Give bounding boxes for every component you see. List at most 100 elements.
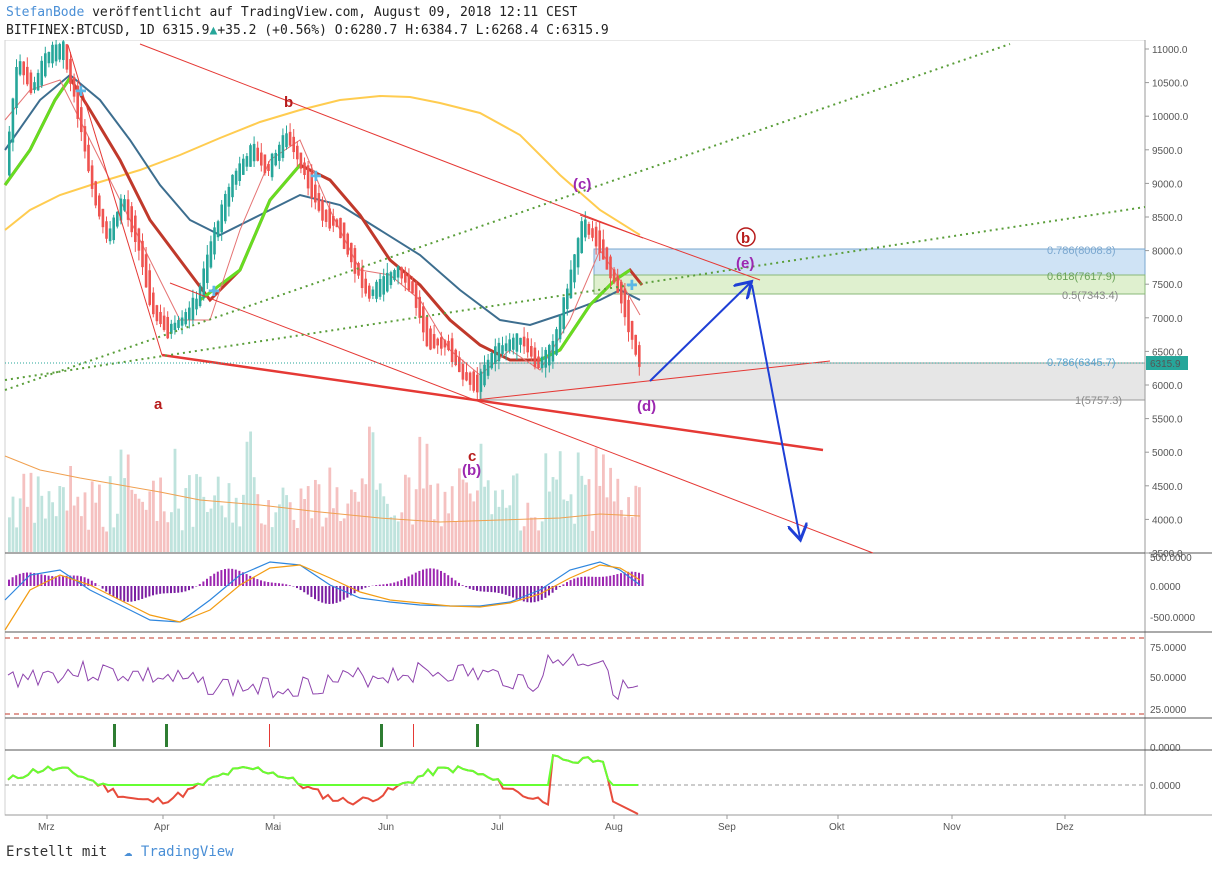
candle-body — [198, 285, 202, 307]
volume-bar — [191, 526, 195, 552]
volume-bar — [112, 527, 116, 552]
macd-hist-bar — [94, 583, 97, 586]
macd-hist-bar — [551, 586, 554, 593]
macd-hist-bar — [134, 586, 136, 602]
candle-body — [267, 163, 270, 171]
candle-body — [429, 328, 432, 350]
volume-bar — [573, 523, 576, 552]
volume-bar — [472, 501, 476, 552]
candle-body — [533, 347, 537, 368]
volume-bar — [634, 485, 638, 552]
macd-hist-bar — [36, 573, 39, 586]
volume-bar — [346, 503, 350, 552]
macd-hist-bar — [461, 585, 464, 586]
candle-body — [44, 53, 47, 77]
macd-hist-bar — [216, 571, 219, 586]
candle-body — [72, 77, 76, 97]
macd-hist-bar — [443, 572, 446, 586]
macd-hist-bar — [18, 573, 21, 586]
volume-bar — [231, 522, 234, 552]
volume-bar — [375, 489, 378, 552]
macd-hist-bar — [29, 572, 32, 586]
wave-label-paren-b: (b) — [462, 462, 481, 479]
macd-hist-bar — [206, 578, 208, 586]
candle-body — [58, 44, 61, 60]
macd-hist-bar — [612, 574, 615, 586]
volume-bar — [368, 426, 371, 552]
macd-hist-bar — [382, 584, 385, 586]
up-triangle-icon: ▲ — [209, 23, 218, 38]
candle-body — [386, 272, 389, 292]
time-axis[interactable]: Mrz Apr Mai Jun Jul Aug Sep Okt Nov Dez — [38, 815, 1074, 833]
macd-hist-bar — [587, 576, 590, 586]
candle-body — [36, 72, 40, 91]
price-chart[interactable]: ✚ ✚ ✚ ✚ a b c (b) (c) (d) (e) b 0.786(80… — [0, 40, 1212, 840]
macd-hist-bar — [26, 572, 28, 586]
candle-body — [29, 72, 33, 94]
macd-hist-bar — [22, 572, 25, 586]
volume-bar — [440, 526, 443, 552]
volume-bar — [461, 479, 465, 552]
macd-hist-bar — [213, 573, 216, 586]
wave-circle — [736, 227, 756, 247]
candle-body — [62, 41, 65, 61]
macd-hist-bar — [335, 586, 338, 603]
macd-hist-bar — [144, 586, 147, 598]
macd-hist-bar — [299, 586, 302, 591]
candle-body — [80, 107, 83, 133]
macd-hist-bar — [274, 582, 277, 586]
candle-body — [479, 371, 483, 392]
candle-body — [443, 340, 447, 348]
macd-hist-bar — [209, 576, 212, 586]
volume-bar — [447, 513, 450, 552]
macd-hist-bar — [479, 586, 482, 592]
low-label: L: — [475, 23, 492, 38]
wave-label-paren-e: (e) — [736, 255, 754, 272]
macd-hist-bar — [44, 575, 46, 586]
price-axis[interactable]: 11000.0 10500.0 10000.0 9500.0 9000.0 8500.0 8… — [1145, 45, 1189, 560]
volume-bar — [371, 432, 375, 552]
macd-hist-bar — [54, 576, 57, 586]
volume-bar — [479, 443, 483, 552]
macd-hist-bar — [224, 569, 226, 586]
candle-body — [526, 338, 529, 353]
volume-bar — [353, 492, 357, 552]
trendline-left — [67, 44, 163, 356]
macd-hist-bar — [177, 586, 180, 593]
volume-bar — [188, 475, 191, 552]
volume-bar — [339, 521, 342, 552]
rsi-line — [7, 653, 639, 701]
wave-label-paren-c: (c) — [573, 176, 591, 193]
wave-label-b: b — [284, 94, 293, 111]
macd-hist-bar — [8, 579, 10, 586]
time-tick-label: Dez — [1056, 822, 1074, 833]
tradingview-brand[interactable]: TradingView — [140, 844, 234, 860]
volume-bar — [605, 497, 609, 552]
author-name[interactable]: StefanBode — [6, 5, 85, 20]
tradingview-logo-icon[interactable]: ☁ — [124, 844, 133, 860]
macd-signal-line — [4, 564, 641, 631]
high-label: H: — [405, 23, 421, 38]
header-line-2: BITFINEX:BTCUSD, 1D 6315.9▲+35.2 (+0.56%… — [6, 23, 609, 38]
volume-bar — [425, 443, 429, 552]
volume-bar — [94, 502, 98, 552]
volume-bar — [220, 505, 224, 552]
volume-bar — [400, 512, 404, 552]
macd-hist-bar — [483, 586, 486, 592]
price-tick-label: 7500.0 — [1152, 280, 1183, 291]
close-value: 6315.9 — [561, 23, 609, 38]
macd-hist-bar — [231, 568, 234, 586]
volume-bar — [195, 474, 198, 552]
arrow-up — [649, 283, 750, 382]
macd-hist-bar — [634, 571, 637, 586]
published-text: veröffentlicht auf TradingView.com, Augu… — [92, 5, 578, 20]
last-price-badge — [1146, 356, 1188, 370]
macd-hist-bar — [101, 586, 104, 589]
macd-hist-bar — [573, 578, 576, 586]
candle-body — [602, 239, 605, 260]
volume-bar — [130, 489, 134, 552]
volume-bar — [263, 524, 267, 552]
macd-hist-bar — [537, 586, 540, 602]
volume-bar — [389, 516, 393, 552]
cross-icon: ✚ — [75, 83, 87, 99]
